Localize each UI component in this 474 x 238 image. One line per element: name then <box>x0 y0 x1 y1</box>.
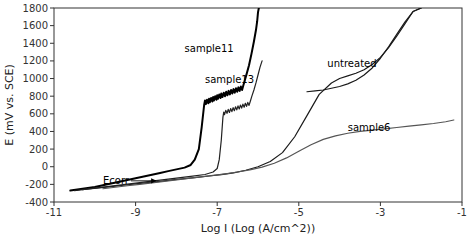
x-tick-label: -11 <box>46 207 62 218</box>
x-tick-label: -9 <box>131 207 141 218</box>
y-tick <box>50 202 54 203</box>
series-line <box>74 8 421 191</box>
y-tick-label: 1000 <box>23 73 48 84</box>
y-tick <box>50 43 54 44</box>
x-tick <box>217 202 218 206</box>
y-tick-label: -200 <box>25 179 48 190</box>
y-tick <box>50 78 54 79</box>
y-tick-label: 0 <box>42 161 48 172</box>
y-tick-label: 600 <box>29 108 48 119</box>
y-tick <box>50 113 54 114</box>
y-tick <box>50 25 54 26</box>
y-tick <box>50 60 54 61</box>
annotation: untreated <box>327 58 376 69</box>
x-tick-label: -7 <box>212 207 222 218</box>
annotation: sample6 <box>348 122 391 133</box>
annotation-arrow <box>131 180 156 181</box>
y-tick-label: 800 <box>29 91 48 102</box>
plot-frame <box>54 8 462 202</box>
series-line <box>70 8 259 191</box>
x-tick <box>135 202 136 206</box>
y-tick <box>50 8 54 9</box>
y-tick <box>50 96 54 97</box>
y-tick-label: 1200 <box>23 55 48 66</box>
y-tick-label: 1800 <box>23 3 48 14</box>
y-tick-label: 200 <box>29 144 48 155</box>
x-tick <box>298 202 299 206</box>
x-tick-label: -5 <box>294 207 304 218</box>
y-tick <box>50 166 54 167</box>
series-line <box>307 8 421 92</box>
x-tick <box>380 202 381 206</box>
y-tick-label: 1600 <box>23 20 48 31</box>
x-tick-label: -3 <box>375 207 385 218</box>
y-tick <box>50 149 54 150</box>
y-tick-label: 400 <box>29 126 48 137</box>
x-tick-label: -1 <box>457 207 467 218</box>
annotation: Ecorr <box>103 175 130 186</box>
chart: -11 -9 -7 -5 -3 -1 -400 -200 0 200 400 600 800 1000 12… <box>0 0 474 238</box>
series-line <box>83 61 263 190</box>
lines <box>70 8 454 191</box>
x-tick <box>462 202 463 206</box>
y-tick <box>50 131 54 132</box>
series-line <box>103 120 454 189</box>
annotation: sample11 <box>185 43 234 54</box>
y-tick-label: 1400 <box>23 38 48 49</box>
x-axis-label: Log I (Log (A/cm^2)) <box>201 222 315 235</box>
annotation: sample13 <box>205 74 254 85</box>
x-tick <box>54 202 55 206</box>
y-tick-label: -400 <box>25 197 48 208</box>
y-tick <box>50 184 54 185</box>
y-axis-label: E (mV vs. SCE) <box>3 64 16 146</box>
